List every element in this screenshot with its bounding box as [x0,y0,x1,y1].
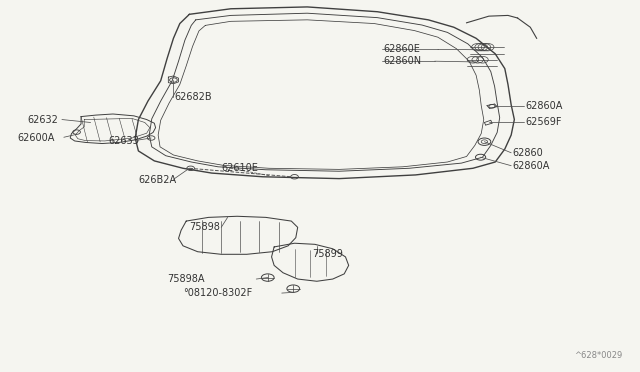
Text: ^628*0029: ^628*0029 [575,351,623,360]
Text: 62632: 62632 [27,115,58,125]
Text: 62600A: 62600A [17,133,54,143]
Text: 62860: 62860 [513,148,543,158]
Text: 626B2A: 626B2A [138,176,177,186]
Text: 62860N: 62860N [384,56,422,66]
Text: 75899: 75899 [312,249,343,259]
Text: 62610E: 62610E [221,163,258,173]
Text: 75898A: 75898A [167,274,205,284]
Text: 62860A: 62860A [513,161,550,171]
Text: °08120-8302F: °08120-8302F [183,288,252,298]
Text: 62860E: 62860E [384,44,420,54]
Text: 75898: 75898 [189,222,220,232]
Text: 62569F: 62569F [525,118,562,128]
Text: 62682B: 62682B [175,92,212,102]
Text: 62633: 62633 [108,136,139,146]
Text: 62860A: 62860A [525,101,563,111]
